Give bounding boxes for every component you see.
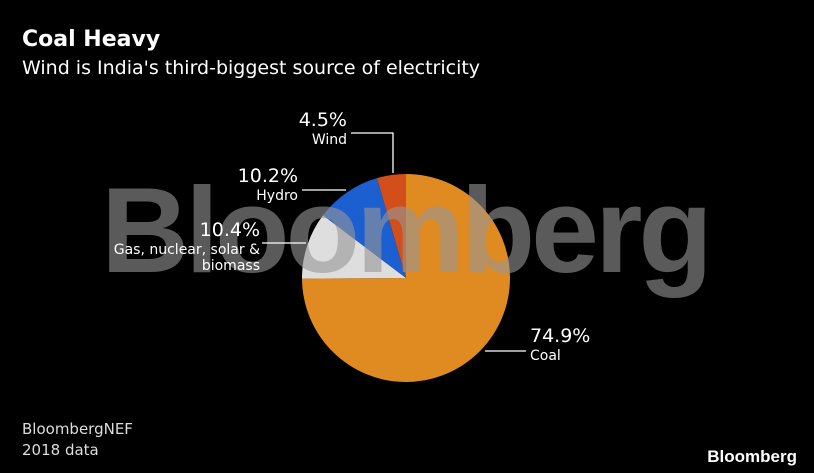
value-label: 4.5%: [298, 109, 347, 131]
category-label: Gas, nuclear, solar & biomass: [113, 241, 260, 274]
note: 2018 data: [22, 441, 99, 459]
pie-slice: [323, 178, 406, 278]
chart-title: Coal Heavy: [22, 27, 160, 52]
chart-subtitle: Wind is India's third-biggest source of …: [22, 57, 480, 79]
category-label: Wind: [311, 131, 347, 148]
category-label: Coal: [530, 347, 561, 364]
value-label: 74.9%: [530, 325, 591, 347]
watermark: Bloomberg: [101, 162, 709, 298]
pie-slice: [302, 215, 406, 279]
category-label: Hydro: [256, 187, 298, 204]
leader-line: [351, 132, 394, 173]
logo: Bloomberg: [707, 447, 797, 466]
value-label: 10.4%: [199, 219, 260, 241]
leader-lines: [262, 132, 526, 352]
pie-slice: [376, 174, 406, 278]
slice-label: 10.2% Hydro: [140, 165, 298, 204]
value-label: 10.2%: [237, 165, 298, 187]
slice-label: 4.5% Wind: [200, 109, 347, 148]
slice-label: 74.9% Coal: [530, 325, 650, 364]
source: BloombergNEF: [22, 420, 133, 438]
pie-slice: [302, 174, 510, 382]
slice-label: 10.4% Gas, nuclear, solar & biomass: [105, 219, 260, 274]
pie: [302, 174, 510, 382]
